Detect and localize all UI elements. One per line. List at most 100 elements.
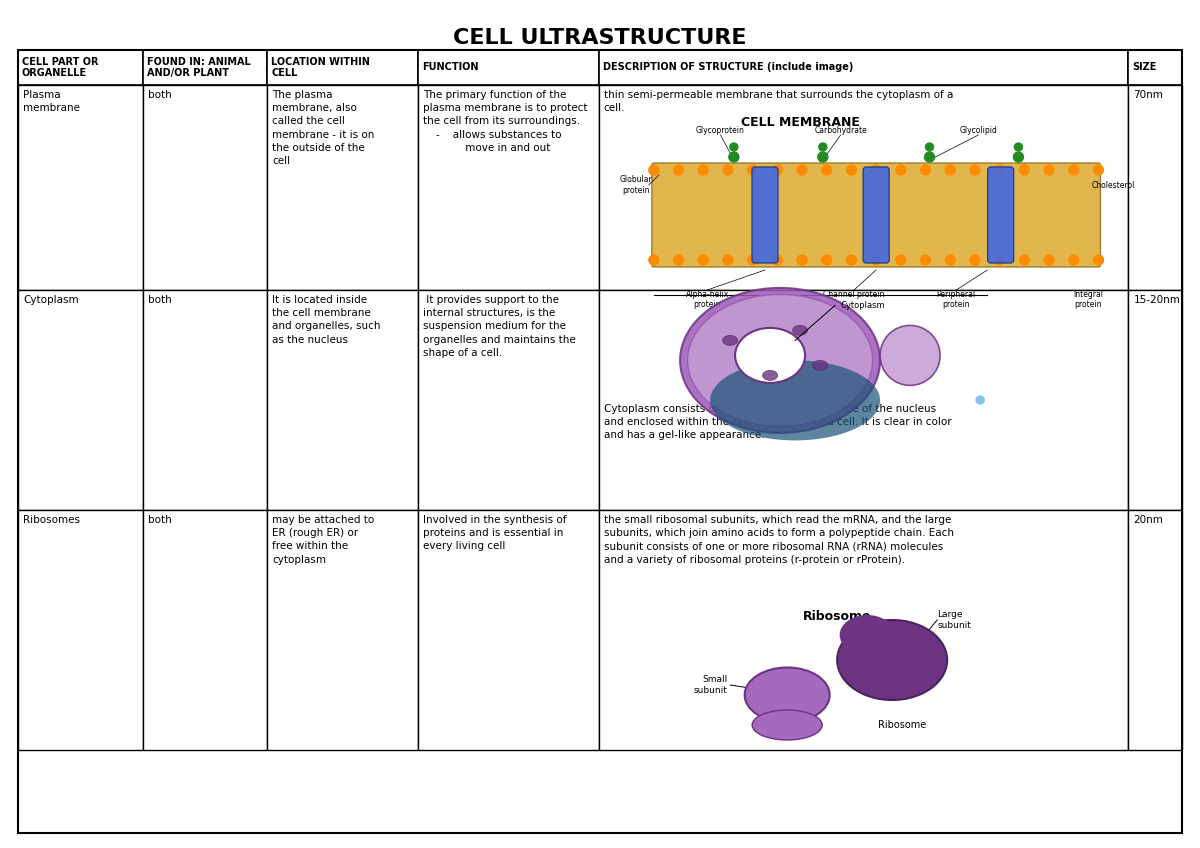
Circle shape	[797, 255, 808, 265]
Circle shape	[846, 165, 857, 175]
Circle shape	[1019, 165, 1030, 175]
Circle shape	[946, 165, 955, 175]
Bar	[143, 85, 268, 290]
Circle shape	[748, 165, 757, 175]
Text: Peripheral
protein: Peripheral protein	[937, 290, 976, 310]
Circle shape	[698, 255, 708, 265]
Text: Cytoplasm: Cytoplasm	[840, 301, 884, 310]
Circle shape	[1069, 165, 1079, 175]
Text: CELL ULTRASTRUCTURE: CELL ULTRASTRUCTURE	[454, 28, 746, 48]
Bar	[1128, 85, 1182, 290]
Text: CELL MEMBRANE: CELL MEMBRANE	[740, 116, 859, 129]
Text: both: both	[148, 90, 172, 100]
Ellipse shape	[680, 288, 880, 432]
Bar	[143, 50, 268, 85]
Text: both: both	[148, 295, 172, 305]
Circle shape	[1069, 255, 1079, 265]
Text: 15-20nm: 15-20nm	[1134, 295, 1181, 305]
Circle shape	[920, 255, 930, 265]
Text: Cytoplasm consists of all of the contents outside of the nucleus
and enclosed wi: Cytoplasm consists of all of the content…	[604, 404, 952, 440]
Text: Glycoprotein: Glycoprotein	[696, 126, 745, 135]
Ellipse shape	[745, 667, 829, 722]
Text: Cytoplasm: Cytoplasm	[23, 295, 79, 305]
Ellipse shape	[722, 336, 738, 345]
Bar	[1128, 50, 1182, 85]
Text: the small ribosomal subunits, which read the mRNA, and the large
subunits, which: the small ribosomal subunits, which read…	[604, 515, 954, 565]
Circle shape	[871, 255, 881, 265]
Text: It provides support to the
internal structures, is the
suspension medium for the: It provides support to the internal stru…	[424, 295, 576, 358]
FancyBboxPatch shape	[988, 167, 1014, 263]
Circle shape	[817, 152, 828, 162]
Ellipse shape	[736, 328, 805, 383]
Circle shape	[722, 255, 733, 265]
Ellipse shape	[792, 326, 808, 336]
Circle shape	[797, 165, 808, 175]
Text: Carbohydrate: Carbohydrate	[815, 126, 866, 135]
Bar	[18, 290, 143, 510]
Text: Integral
protein: Integral protein	[1074, 290, 1104, 310]
Circle shape	[649, 165, 659, 175]
Ellipse shape	[752, 710, 822, 740]
Circle shape	[995, 165, 1004, 175]
Bar	[599, 510, 1128, 750]
Circle shape	[818, 143, 827, 151]
FancyBboxPatch shape	[863, 167, 889, 263]
Circle shape	[976, 396, 984, 404]
Circle shape	[970, 165, 980, 175]
Circle shape	[1093, 165, 1104, 175]
Text: The plasma
membrane, also
called the cell
membrane - it is on
the outside of the: The plasma membrane, also called the cel…	[272, 90, 374, 166]
Circle shape	[896, 255, 906, 265]
Bar	[599, 85, 1128, 290]
Circle shape	[728, 152, 739, 162]
Text: may be attached to
ER (rough ER) or
free within the
cytoplasm: may be attached to ER (rough ER) or free…	[272, 515, 374, 565]
Circle shape	[773, 165, 782, 175]
Circle shape	[773, 255, 782, 265]
Text: LOCATION WITHIN
CELL: LOCATION WITHIN CELL	[271, 57, 370, 78]
Bar	[1128, 510, 1182, 750]
Circle shape	[822, 255, 832, 265]
Circle shape	[925, 143, 934, 151]
Text: 20nm: 20nm	[1134, 515, 1163, 525]
Text: Involved in the synthesis of
proteins and is essential in
every living cell: Involved in the synthesis of proteins an…	[424, 515, 566, 551]
Text: It is located inside
the cell membrane
and organelles, such
as the nucleus: It is located inside the cell membrane a…	[272, 295, 380, 344]
Ellipse shape	[812, 360, 828, 371]
Text: Alpha-helix
protein: Alpha-helix protein	[685, 290, 728, 310]
Text: Cholesterol: Cholesterol	[1092, 181, 1135, 189]
FancyBboxPatch shape	[752, 167, 778, 263]
Bar	[268, 50, 419, 85]
FancyBboxPatch shape	[652, 163, 1100, 267]
Bar	[419, 85, 599, 290]
Bar	[268, 85, 419, 290]
Text: Plasma
membrane: Plasma membrane	[23, 90, 80, 113]
Text: Large
subunit: Large subunit	[937, 611, 971, 630]
Bar	[18, 510, 143, 750]
Text: Glycolipid: Glycolipid	[960, 126, 997, 135]
Text: Ribosome: Ribosome	[803, 610, 871, 623]
Circle shape	[1014, 152, 1024, 162]
Bar	[1128, 290, 1182, 510]
Bar	[268, 510, 419, 750]
Circle shape	[748, 255, 757, 265]
Text: SIZE: SIZE	[1133, 63, 1157, 72]
Ellipse shape	[840, 615, 895, 655]
Bar	[419, 510, 599, 750]
Text: FOUND IN: ANIMAL
AND/OR PLANT: FOUND IN: ANIMAL AND/OR PLANT	[146, 57, 251, 78]
Text: Ribosome: Ribosome	[878, 720, 926, 730]
Text: 70nm: 70nm	[1134, 90, 1163, 100]
Ellipse shape	[762, 371, 778, 381]
Circle shape	[822, 165, 832, 175]
Bar	[143, 290, 268, 510]
Text: Channel protein: Channel protein	[823, 290, 884, 299]
Ellipse shape	[880, 326, 940, 385]
Bar	[419, 50, 599, 85]
Bar	[599, 50, 1128, 85]
Bar	[268, 290, 419, 510]
Ellipse shape	[710, 360, 880, 440]
Circle shape	[1044, 255, 1054, 265]
Circle shape	[1019, 255, 1030, 265]
Circle shape	[970, 255, 980, 265]
Circle shape	[698, 165, 708, 175]
Circle shape	[673, 165, 684, 175]
Circle shape	[871, 165, 881, 175]
Text: CELL PART OR
ORGANELLE: CELL PART OR ORGANELLE	[22, 57, 98, 78]
